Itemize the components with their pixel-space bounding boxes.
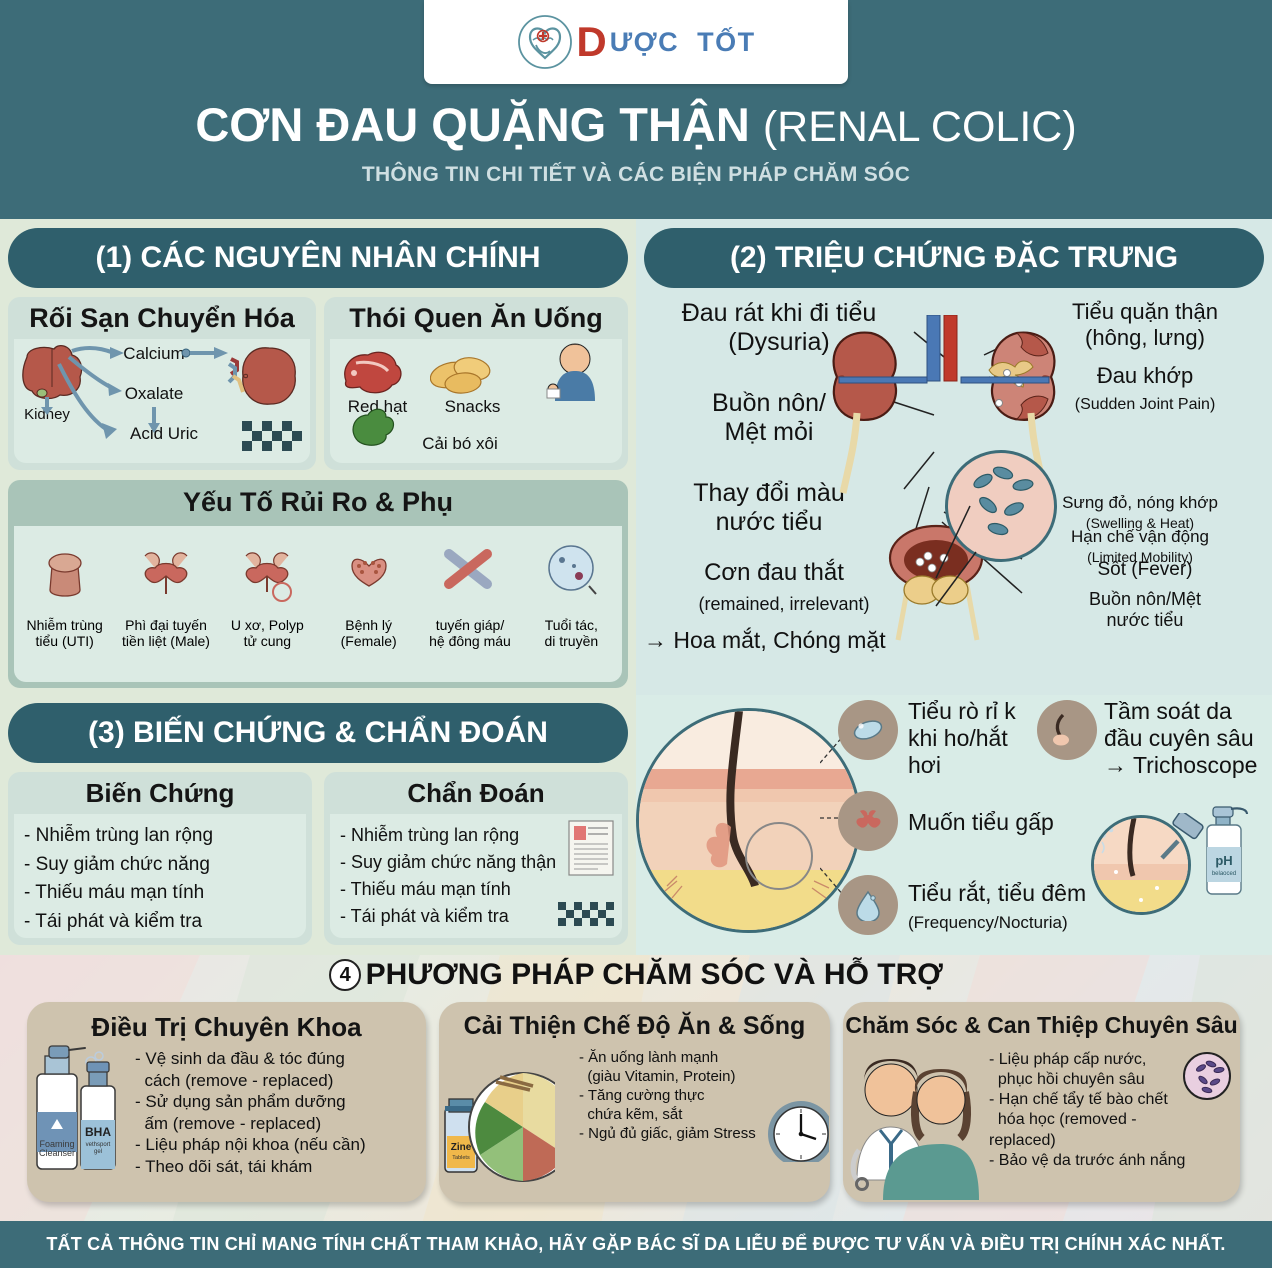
svg-text:Tablets: Tablets: [452, 1155, 470, 1161]
svg-text:belaoced: belaoced: [1212, 871, 1236, 877]
svg-text:Calcium: Calcium: [123, 344, 184, 363]
svg-text:BHA: BHA: [85, 1125, 111, 1139]
svg-text:Zine: Zine: [451, 1142, 472, 1153]
svg-text:Oxalate: Oxalate: [125, 384, 184, 403]
svg-text:pH: pH: [1215, 853, 1232, 868]
svg-text:vethsport: vethsport: [86, 1142, 111, 1148]
svg-text:Cleanser: Cleanser: [39, 1148, 75, 1158]
svg-text:Acid Uric: Acid Uric: [130, 424, 199, 443]
svg-text:gel: gel: [94, 1149, 102, 1155]
